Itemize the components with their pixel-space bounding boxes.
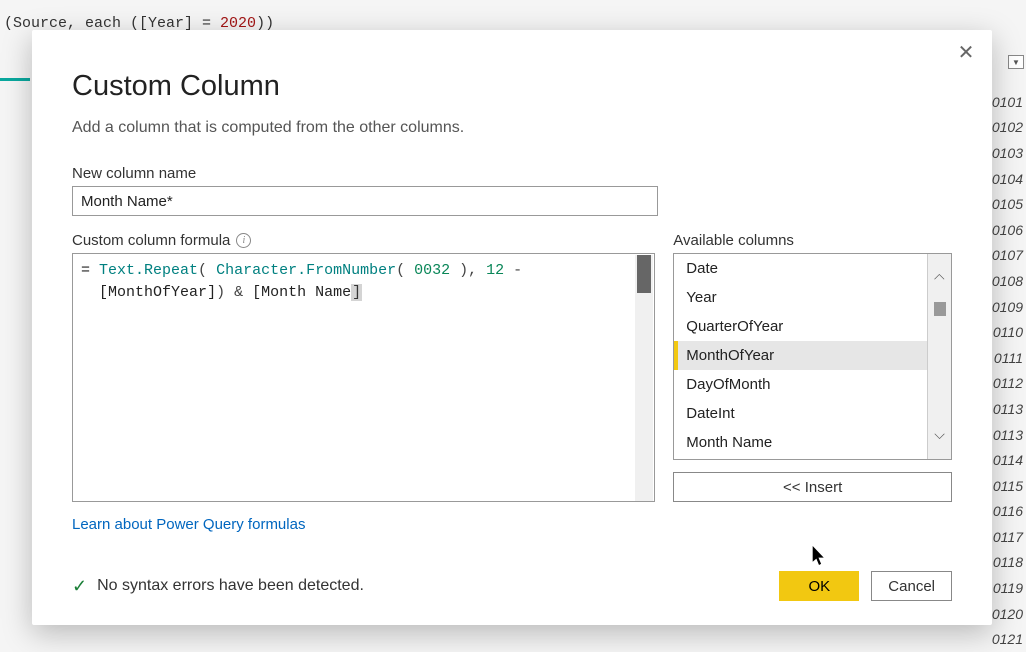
scroll-down-icon[interactable]: ⌵ xyxy=(934,426,945,443)
custom-column-dialog: ✕ Custom Column Add a column that is com… xyxy=(32,30,992,625)
syntax-status-text: No syntax errors have been detected. xyxy=(97,577,364,595)
available-column-item[interactable]: Month Name xyxy=(674,428,951,457)
dialog-title: Custom Column xyxy=(72,70,952,103)
available-columns-list: DateYearQuarterOfYearMonthOfYearDayOfMon… xyxy=(673,253,952,460)
available-column-item[interactable]: Year xyxy=(674,283,951,312)
dialog-subtitle: Add a column that is computed from the o… xyxy=(72,119,952,137)
available-column-item[interactable]: Month & Year xyxy=(674,457,951,460)
tab-active-indicator xyxy=(0,78,30,81)
insert-button[interactable]: << Insert xyxy=(673,472,952,502)
column-dropdown-icon[interactable]: ▼ xyxy=(1008,55,1024,69)
new-column-name-label: New column name xyxy=(72,165,952,182)
available-column-item[interactable]: DayOfMonth xyxy=(674,370,951,399)
ok-button[interactable]: OK xyxy=(779,571,859,601)
formula-scrollbar[interactable] xyxy=(635,255,653,502)
scrollbar-thumb[interactable] xyxy=(934,302,946,316)
new-column-name-input[interactable] xyxy=(72,186,658,216)
available-column-item[interactable]: DateInt xyxy=(674,399,951,428)
check-icon: ✓ xyxy=(72,576,87,597)
formula-label: Custom column formula i xyxy=(72,232,655,249)
available-columns-label: Available columns xyxy=(673,232,952,249)
learn-more-link[interactable]: Learn about Power Query formulas xyxy=(72,516,305,533)
cancel-button[interactable]: Cancel xyxy=(871,571,952,601)
available-column-item[interactable]: QuarterOfYear xyxy=(674,312,951,341)
formula-scrollbar-thumb[interactable] xyxy=(637,255,651,293)
scroll-up-icon[interactable]: ⌵ xyxy=(934,270,945,287)
formula-input[interactable]: = Text.Repeat( Character.FromNumber( 003… xyxy=(72,253,655,502)
syntax-status: ✓ No syntax errors have been detected. xyxy=(72,576,364,597)
mouse-cursor xyxy=(812,546,826,566)
info-icon[interactable]: i xyxy=(236,233,251,248)
data-cell: 0121 xyxy=(984,626,1024,652)
available-column-item[interactable]: MonthOfYear xyxy=(674,341,951,370)
available-column-item[interactable]: Date xyxy=(674,254,951,283)
formula-label-text: Custom column formula xyxy=(72,232,230,249)
close-icon[interactable]: ✕ xyxy=(954,40,978,64)
available-columns-scrollbar[interactable]: ⌵ ⌵ xyxy=(927,254,951,459)
